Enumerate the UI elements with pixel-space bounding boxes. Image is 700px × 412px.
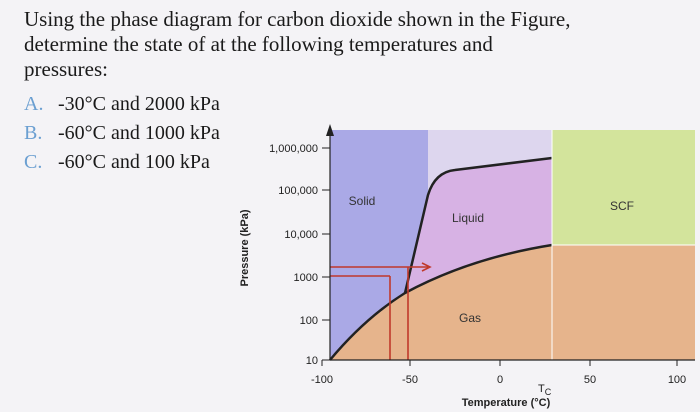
region-label: Liquid — [452, 211, 484, 225]
option-letter: A. — [24, 93, 43, 115]
option-letter: B. — [24, 122, 42, 144]
x-axis-label: Temperature (°C) — [462, 397, 551, 409]
region-label: SCF — [610, 199, 634, 213]
guide-lines — [330, 262, 432, 360]
y-tick-label: 10,000 — [284, 229, 318, 241]
phase-diagram — [326, 124, 695, 361]
region-label: Gas — [459, 311, 481, 325]
tc-label: TC — [538, 383, 552, 397]
question-line: determine the state of at the following … — [24, 32, 493, 56]
y-tick-label: 10 — [306, 355, 318, 367]
guide-arrow — [421, 262, 432, 272]
y-axis-label: Pressure (kPa) — [239, 209, 251, 286]
x-tick-label: 50 — [584, 374, 596, 386]
scf-region — [552, 130, 695, 245]
solid-region — [330, 130, 428, 360]
y-tick-label: 1,000,000 — [269, 143, 318, 155]
tc-main: T — [538, 383, 545, 395]
question-line: pressures: — [24, 57, 108, 81]
region-label: Solid — [349, 194, 376, 208]
text-layer: Using the phase diagram for carbon dioxi… — [24, 7, 686, 409]
option-text: -60°C and 1000 kPa — [58, 122, 220, 144]
liquid-region — [405, 158, 552, 293]
option-letter: C. — [24, 151, 42, 173]
melting-curve — [403, 156, 553, 294]
gas-region — [330, 245, 695, 360]
y-tick-label: 100 — [300, 315, 318, 327]
x-tick-label: 0 — [497, 374, 503, 386]
y-tick-label: 1000 — [294, 272, 318, 284]
y-tick-label: 100,000 — [278, 185, 318, 197]
option-text: -60°C and 100 kPa — [58, 151, 210, 173]
x-tick-label: -50 — [402, 374, 418, 386]
x-tick-label: 100 — [668, 374, 686, 386]
tc-sub: C — [545, 387, 552, 397]
question-line: Using the phase diagram for carbon dioxi… — [24, 7, 570, 31]
option-text: -30°C and 2000 kPa — [58, 93, 220, 115]
y-axis-arrow — [326, 124, 334, 136]
x-tick-label: -100 — [311, 374, 333, 386]
